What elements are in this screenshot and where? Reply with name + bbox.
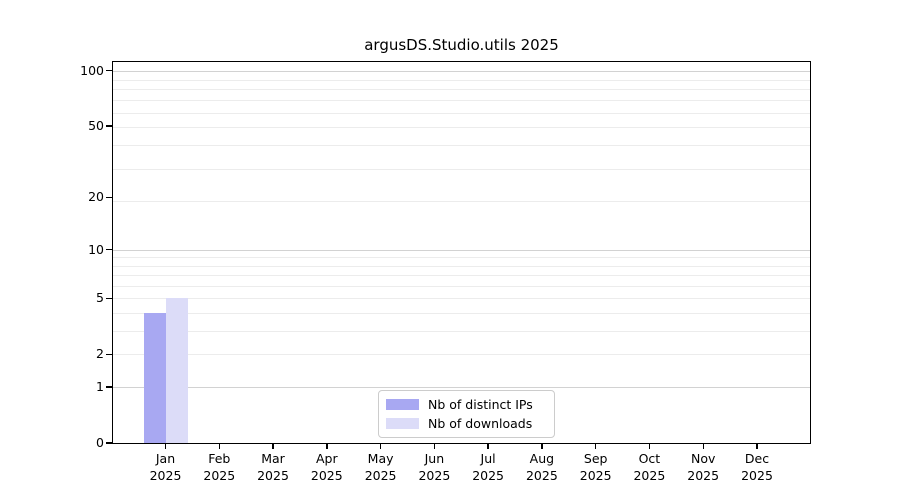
x-axis-tick-mark (702, 443, 704, 449)
grid-line-minor (113, 145, 810, 147)
x-axis-tick-label: May 2025 (349, 450, 413, 484)
x-axis-tick-label: Aug 2025 (510, 450, 574, 484)
grid-line-major (113, 249, 810, 251)
y-axis-tick-label: 5 (96, 290, 104, 306)
grid-line-minor (113, 265, 810, 267)
x-axis-tick-line: 2025 (633, 468, 666, 483)
y-axis-tick-label: 2 (96, 346, 104, 362)
x-axis-tick-mark (326, 443, 328, 449)
x-axis-tick-line: Jul (480, 451, 496, 466)
x-axis-tick-mark (487, 443, 489, 449)
x-axis-tick-mark (379, 443, 382, 449)
legend-item: Nb of distinct IPs (386, 397, 544, 412)
x-axis-tick-mark (272, 443, 274, 449)
x-axis-tick-line: Aug (529, 451, 555, 466)
x-axis-tick-label: Mar 2025 (241, 450, 305, 484)
grid-line-minor (113, 298, 810, 300)
y-axis-tick-mark (106, 353, 113, 356)
x-axis-tick-mark (218, 443, 220, 449)
grid-line-minor (113, 275, 810, 277)
x-axis-tick-label: Apr 2025 (295, 450, 359, 484)
x-axis-tick-line: Jan (155, 451, 176, 466)
legend-label: Nb of distinct IPs (428, 397, 533, 412)
x-axis-tick-label: Jul 2025 (456, 450, 520, 484)
x-axis-tick-label: Oct 2025 (617, 450, 681, 484)
x-axis-tick-line: 2025 (525, 468, 558, 483)
y-axis-tick-mark (106, 386, 113, 388)
grid-line-minor (113, 286, 810, 287)
grid-line-minor (113, 79, 810, 81)
grid-line-major (113, 70, 810, 72)
x-axis-tick-line: Apr (315, 451, 338, 466)
x-axis-tick-mark (594, 443, 597, 449)
x-axis-tick-line: May (367, 451, 394, 466)
x-axis-tick-line: 2025 (579, 468, 612, 483)
grid-line-minor (113, 257, 810, 259)
x-axis-tick-line: Nov (690, 451, 716, 466)
legend: Nb of distinct IPs Nb of downloads (378, 390, 555, 438)
x-axis-tick-label: Sep 2025 (564, 450, 628, 484)
x-axis-tick-line: 2025 (472, 468, 504, 483)
y-axis-tick-mark (106, 442, 113, 444)
grid-line-minor (113, 71, 810, 73)
x-axis-tick-mark (164, 443, 167, 449)
x-axis-tick-line: Dec (744, 451, 770, 466)
y-axis-tick-label: 100 (80, 62, 104, 78)
x-axis-tick-line: 2025 (310, 468, 343, 483)
grid-line-minor (113, 354, 810, 356)
x-axis-tick-line: Jun (424, 451, 445, 466)
y-axis-tick-mark (106, 248, 113, 251)
y-axis-tick-label: 20 (88, 189, 104, 205)
y-axis-tick-mark (106, 69, 113, 72)
grid-line-minor (113, 331, 810, 333)
grid-line-minor (113, 201, 810, 203)
y-axis-tick-label: 0 (96, 435, 104, 450)
x-axis-tick-line: Oct (638, 451, 661, 466)
x-axis-tick-label: Dec 2025 (725, 450, 789, 484)
bar-distinct-ips (143, 313, 166, 443)
x-axis-tick-mark (433, 443, 436, 449)
bar-downloads (165, 298, 188, 443)
x-axis-tick-label: Feb 2025 (187, 450, 251, 484)
grid-line-minor (113, 100, 810, 102)
x-axis-tick-line: 2025 (364, 468, 397, 483)
x-axis-tick-mark (541, 443, 543, 449)
x-axis-tick-mark (648, 443, 651, 449)
grid-line-minor (113, 127, 810, 129)
x-axis-tick-label: Jan 2025 (134, 450, 198, 484)
x-axis-tick-label: Nov 2025 (671, 450, 735, 484)
legend-label: Nb of downloads (428, 416, 533, 431)
x-axis-tick-line: 2025 (741, 468, 773, 483)
legend-item: Nb of downloads (386, 416, 544, 431)
x-axis-tick-line: 2025 (687, 468, 720, 483)
grid-line-minor (113, 313, 810, 315)
y-axis-tick-mark (106, 125, 113, 127)
x-axis-tick-line: Sep (583, 451, 608, 466)
x-axis-tick-mark (756, 443, 758, 449)
x-axis-tick-line: 2025 (418, 468, 451, 483)
legend-swatch (386, 399, 419, 410)
x-axis-tick-line: 2025 (257, 468, 289, 483)
x-axis-tick-line: Feb (208, 451, 231, 466)
legend-swatch (386, 418, 419, 429)
y-axis-tick-label: 1 (96, 379, 104, 395)
grid-line-minor (113, 112, 810, 114)
x-axis-tick-line: Mar (261, 451, 285, 466)
grid-line-minor (113, 89, 810, 91)
x-axis-tick-line: 2025 (203, 468, 236, 483)
y-axis-tick-label: 10 (88, 241, 104, 257)
chart-title: argusDS.Studio.utils 2025 (364, 36, 559, 54)
y-axis-tick-mark (106, 196, 113, 199)
x-axis-tick-label: Jun 2025 (402, 450, 466, 484)
x-axis-tick-line: 2025 (149, 468, 182, 483)
y-axis-tick-label: 50 (88, 117, 104, 133)
grid-line-minor (113, 168, 810, 170)
y-axis-tick-mark (106, 297, 113, 300)
grid-line-major (113, 387, 810, 389)
